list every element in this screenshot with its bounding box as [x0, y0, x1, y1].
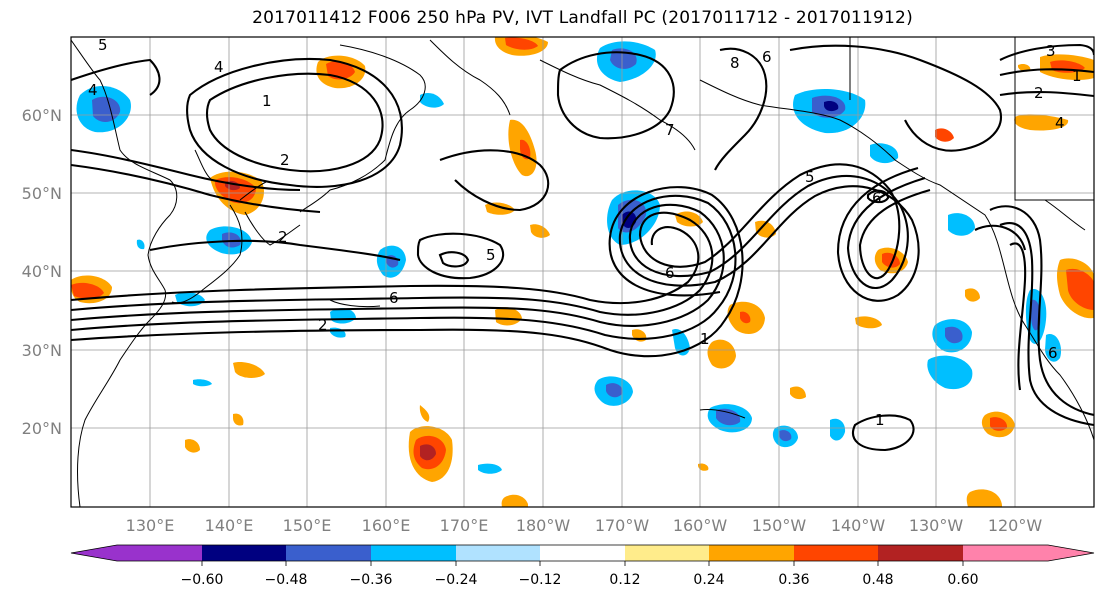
lat-label-20n: 20°N: [22, 419, 62, 438]
contour-label: 2: [318, 316, 328, 334]
latitude-labels: 60°N 50°N 40°N 30°N 20°N: [22, 106, 62, 438]
lon-label: 170°W: [595, 516, 650, 535]
colorbar-segment: [794, 545, 878, 561]
lon-label: 160°E: [362, 516, 411, 535]
contour-label: 7: [665, 121, 675, 139]
longitude-labels: 130°E 140°E 150°E 160°E 170°E 180°W 170°…: [126, 516, 1043, 535]
colorbar: −0.60 −0.48 −0.36 −0.24 −0.12 0.12 0.24 …: [70, 544, 1095, 588]
colorbar-segment: [540, 545, 625, 561]
lat-label-30n: 30°N: [22, 341, 62, 360]
lon-label: 160°W: [673, 516, 728, 535]
contour-label: 6: [389, 289, 399, 307]
contour-label: 4: [88, 81, 98, 99]
lon-label: 150°W: [752, 516, 807, 535]
colorbar-segment: [117, 545, 202, 561]
colorbar-ticks: [201, 561, 964, 566]
contour-label: 5: [98, 36, 108, 54]
colorbar-segment: [878, 545, 963, 561]
lon-label: 180°W: [516, 516, 571, 535]
colorbar-tick-label: 0.12: [609, 572, 640, 588]
contour-label: 6: [665, 264, 675, 282]
contour-label: 6: [872, 189, 882, 207]
colorbar-outline: [70, 544, 1095, 562]
contour-label: 2: [1034, 84, 1044, 102]
colorbar-segment: [625, 545, 709, 561]
gridlines: [71, 37, 1094, 507]
contour-label: 2: [280, 151, 290, 169]
colorbar-extend-high: [1048, 545, 1094, 561]
contour-label: 1: [1072, 67, 1082, 85]
contour-label: 5: [805, 168, 815, 186]
lat-label-50n: 50°N: [22, 184, 62, 203]
contour-label: 6: [1048, 344, 1058, 362]
positive-anomaly: [71, 37, 1094, 507]
contour-label: 1: [262, 92, 272, 110]
contour-label: 3: [1046, 42, 1056, 60]
contour-label: 4: [214, 58, 224, 76]
lon-label: 120°W: [988, 516, 1043, 535]
lon-label: 130°W: [909, 516, 964, 535]
colorbar-extend-low: [71, 545, 117, 561]
lon-label: 140°E: [205, 516, 254, 535]
map-layers: 5 4 1 2 6 2 5 6 7 8 6 5 6 1 3 2 4 6 1 1 …: [71, 36, 1094, 507]
contour-label: 6: [762, 48, 772, 66]
contour-labels: 5 4 1 2 6 2 5 6 7 8 6 5 6 1 3 2 4 6 1 1 …: [88, 36, 1082, 429]
lat-label-40n: 40°N: [22, 262, 62, 281]
contour-label: 4: [1055, 114, 1065, 132]
colorbar-segment: [202, 545, 286, 561]
contour-label: 1: [700, 330, 710, 348]
lon-label: 130°E: [126, 516, 175, 535]
lon-label: 170°E: [440, 516, 489, 535]
lon-label: 140°W: [831, 516, 886, 535]
colorbar-segment: [963, 545, 1048, 561]
contour-label: 1: [875, 411, 885, 429]
pv-contours: [71, 43, 1094, 452]
contour-label: 8: [730, 54, 740, 72]
lon-label: 150°E: [283, 516, 332, 535]
colorbar-tick-label: −0.48: [265, 572, 308, 588]
contour-label: 2: [278, 228, 288, 246]
contour-label: 5: [486, 246, 496, 264]
colorbar-segment: [456, 545, 540, 561]
colorbar-tick-label: 0.48: [862, 572, 893, 588]
colorbar-tick-label: −0.36: [350, 572, 393, 588]
lat-label-60n: 60°N: [22, 106, 62, 125]
map-title: 2017011412 F006 250 hPa PV, IVT Landfall…: [252, 8, 913, 28]
colorbar-segment: [371, 545, 456, 561]
colorbar-tick-label: −0.24: [435, 572, 478, 588]
colorbar-tick-label: −0.60: [181, 572, 224, 588]
coastlines: [71, 37, 1094, 507]
colorbar-tick-label: 0.36: [778, 572, 809, 588]
colorbar-tick-label: 0.60: [947, 572, 978, 588]
colorbar-segment: [286, 545, 371, 561]
colorbar-tick-label: 0.24: [693, 572, 724, 588]
colorbar-tick-label: −0.12: [519, 572, 562, 588]
map-border: [70, 36, 1095, 508]
colorbar-segment: [709, 545, 794, 561]
